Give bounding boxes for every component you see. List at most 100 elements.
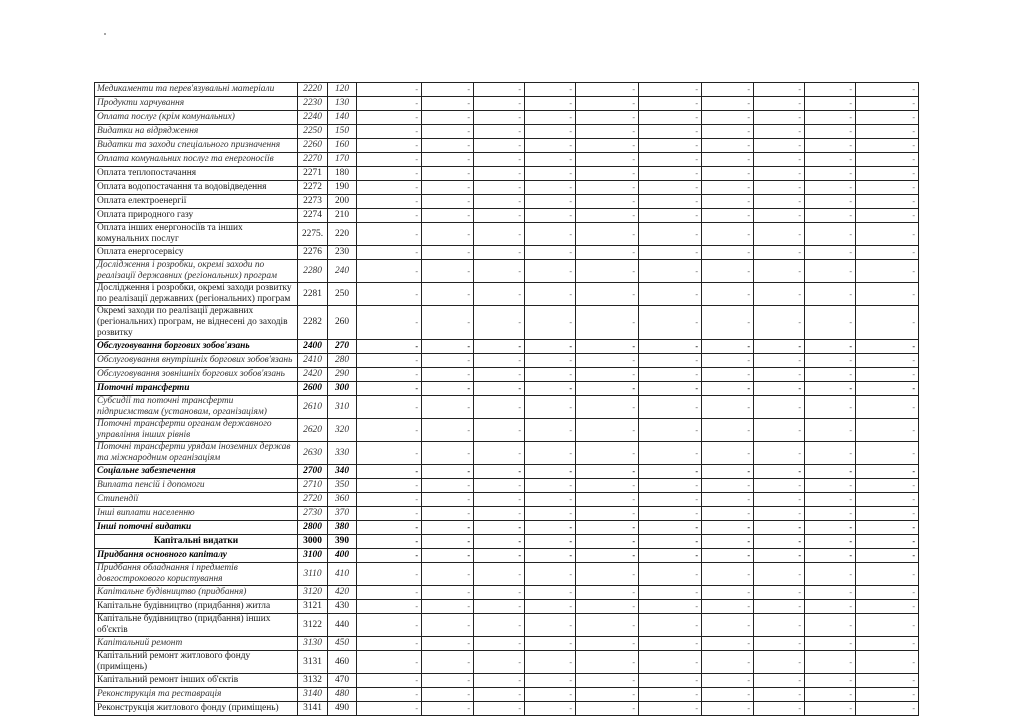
table-row: Поточні трансферти 2600 300- - - - - - - - - -: [94, 381, 919, 396]
kekv-code-cell: 2275.: [297, 222, 328, 246]
kekv-code-cell: 2220: [297, 82, 328, 97]
row-code-cell: 150: [327, 124, 357, 139]
value-cell: -: [753, 339, 805, 354]
table-row: Оплата електроенергії 2273 200- - - - - - - - - -: [94, 194, 919, 209]
value-cell: -: [701, 650, 754, 674]
row-code-cell: 480: [327, 687, 357, 702]
kekv-code-cell: 2272: [297, 180, 328, 195]
value-cell: -: [804, 110, 856, 125]
value-cell: -: [638, 194, 702, 209]
value-cell: -: [753, 687, 805, 702]
value-cell: -: [421, 492, 474, 507]
value-cell: -: [575, 520, 639, 535]
table-row: Капітальне будівництво (придбання) інших…: [94, 613, 919, 637]
value-cell: -: [524, 282, 576, 306]
value-cell: -: [473, 259, 525, 283]
value-cell: -: [701, 599, 754, 614]
value-cell: -: [804, 441, 856, 465]
expense-name-cell: Оплата комунальних послуг та енергоносії…: [94, 152, 298, 167]
value-cell: -: [473, 599, 525, 614]
value-cell: -: [524, 585, 576, 600]
value-cell: -: [855, 506, 919, 521]
value-cell: -: [701, 96, 754, 111]
expense-name-cell: Медикаменти та перев'язувальні матеріали: [94, 82, 298, 97]
value-cell: -: [473, 673, 525, 688]
value-cell: -: [753, 492, 805, 507]
expense-name-cell: Обслуговування внутрішніх боргових зобов…: [94, 353, 298, 368]
table-row: Реконструкція та реставрація 3140 480- - - - -…: [94, 687, 919, 702]
value-cell: -: [701, 418, 754, 442]
value-cell: -: [701, 520, 754, 535]
value-cell: -: [804, 650, 856, 674]
kekv-code-cell: 2273: [297, 194, 328, 209]
value-cell: -: [356, 138, 422, 153]
value-cell: -: [473, 562, 525, 586]
value-cell: -: [855, 701, 919, 716]
expense-name-cell: Оплата послуг (крім комунальних): [94, 110, 298, 125]
value-cell: -: [524, 492, 576, 507]
value-cell: -: [575, 441, 639, 465]
value-cell: -: [701, 585, 754, 600]
value-cell: -: [804, 96, 856, 111]
row-code-cell: 450: [327, 636, 357, 651]
row-code-cell: 200: [327, 194, 357, 209]
value-cell: -: [701, 339, 754, 354]
expense-name-cell: Видатки на відрядження: [94, 124, 298, 139]
row-code-cell: 400: [327, 548, 357, 563]
value-cell: -: [753, 166, 805, 181]
kekv-code-cell: 2710: [297, 478, 328, 493]
expense-name-cell: Капітальний ремонт: [94, 636, 298, 651]
value-cell: -: [524, 562, 576, 586]
value-cell: -: [701, 353, 754, 368]
expense-name-cell: Капітальне будівництво (придбання): [94, 585, 298, 600]
value-cell: -: [473, 441, 525, 465]
value-cell: -: [638, 381, 702, 396]
value-cell: -: [575, 464, 639, 479]
value-cell: -: [356, 82, 422, 97]
row-code-cell: 320: [327, 418, 357, 442]
value-cell: -: [855, 395, 919, 419]
value-cell: -: [804, 222, 856, 246]
expense-name-cell: Окремі заходи по реалізації державних (р…: [94, 305, 298, 340]
value-cell: -: [473, 650, 525, 674]
value-cell: -: [804, 506, 856, 521]
value-cell: -: [855, 562, 919, 586]
value-cell: -: [804, 478, 856, 493]
value-cell: -: [753, 418, 805, 442]
value-cell: -: [524, 367, 576, 382]
value-cell: -: [473, 395, 525, 419]
value-cell: -: [753, 548, 805, 563]
value-cell: -: [638, 534, 702, 549]
row-code-cell: 140: [327, 110, 357, 125]
value-cell: -: [421, 222, 474, 246]
expense-name-cell: Поточні трансферти: [94, 381, 298, 396]
value-cell: -: [421, 259, 474, 283]
table-row: Інші виплати населенню 2730 370- - - - - - - - - -: [94, 506, 919, 521]
value-cell: -: [356, 395, 422, 419]
value-cell: -: [701, 367, 754, 382]
value-cell: -: [421, 585, 474, 600]
expense-name-cell: Реконструкція та реставрація: [94, 687, 298, 702]
value-cell: -: [804, 194, 856, 209]
value-cell: -: [421, 282, 474, 306]
value-cell: -: [638, 673, 702, 688]
value-cell: -: [356, 222, 422, 246]
value-cell: -: [524, 650, 576, 674]
table-row: Дослідження і розробки, окремі заходи по…: [94, 259, 919, 283]
expense-name-cell: Капітальне будівництво (придбання) інших…: [94, 613, 298, 637]
row-code-cell: 440: [327, 613, 357, 637]
expense-name-cell: Стипендії: [94, 492, 298, 507]
value-cell: -: [753, 110, 805, 125]
value-cell: -: [804, 124, 856, 139]
value-cell: -: [638, 478, 702, 493]
value-cell: -: [638, 367, 702, 382]
value-cell: -: [855, 520, 919, 535]
value-cell: -: [804, 138, 856, 153]
value-cell: -: [855, 464, 919, 479]
value-cell: -: [701, 305, 754, 340]
value-cell: -: [855, 82, 919, 97]
value-cell: -: [638, 548, 702, 563]
value-cell: -: [575, 208, 639, 223]
value-cell: -: [421, 152, 474, 167]
row-code-cell: 330: [327, 441, 357, 465]
